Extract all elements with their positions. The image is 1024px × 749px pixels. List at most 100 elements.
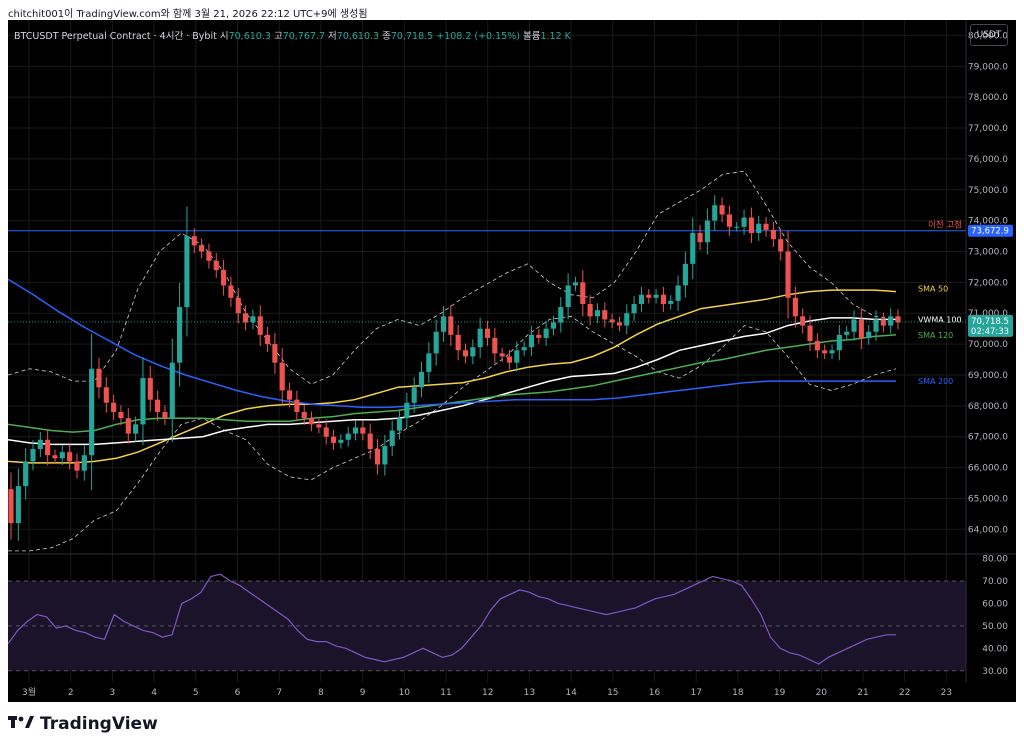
time-tick-label: 2 — [68, 688, 74, 698]
high-label: 고 — [273, 31, 283, 42]
open-value: 70,610.3 — [228, 31, 271, 42]
candle-body — [748, 217, 754, 233]
time-tick-label: 21 — [857, 688, 868, 698]
candle-body — [858, 319, 864, 338]
candle-body — [616, 322, 623, 326]
candle-body — [704, 220, 710, 243]
candle-body — [675, 285, 681, 301]
candle-body — [594, 310, 601, 317]
candle-body — [558, 307, 564, 323]
time-tick-label: 6 — [235, 688, 241, 698]
time-tick-label: 19 — [774, 688, 786, 698]
candle-body — [851, 319, 857, 332]
candle-body — [800, 316, 806, 326]
candle-body — [895, 316, 901, 323]
candle-body — [316, 424, 322, 428]
candle-body — [609, 319, 615, 323]
candle-body — [103, 387, 109, 403]
rsi-tick-label: 30.00 — [982, 667, 1008, 677]
overlay-label: SMA 50 — [918, 285, 948, 294]
candle-body — [389, 430, 395, 446]
candle-body — [785, 251, 791, 298]
candle-body — [345, 433, 351, 440]
candle-body — [448, 316, 454, 335]
candle-body — [8, 489, 14, 524]
rsi-tick-label: 50.00 — [982, 622, 1008, 632]
countdown-text: 02:47:33 — [971, 327, 1009, 337]
candle-body — [67, 452, 73, 462]
candle-body — [844, 331, 850, 335]
vwma-100-line — [8, 317, 896, 446]
candle-body — [638, 294, 644, 304]
candle-body — [631, 303, 637, 314]
previous-high-tag — [968, 224, 1013, 237]
price-tick-label: 74,000.0 — [968, 217, 1008, 227]
upper-band-line — [8, 170, 897, 385]
candle-body — [118, 412, 124, 419]
candle-body — [682, 263, 688, 286]
price-chart[interactable]: 80,000.0 79,000.0 78,000.0 77,000.0 76,000.0… — [8, 20, 1016, 702]
candle-body — [96, 368, 102, 388]
price-tick-label: 78,000.0 — [968, 93, 1008, 103]
time-tick-label: 5 — [193, 688, 199, 698]
time-tick-label: 14 — [565, 688, 577, 698]
price-tick-label: 64,000.0 — [968, 525, 1008, 535]
currency-button[interactable]: USDT — [970, 24, 1008, 46]
time-tick-label: 12 — [482, 688, 493, 698]
time-tick-label: 9 — [360, 688, 366, 698]
candle-body — [690, 232, 696, 264]
candle-body — [265, 334, 271, 345]
candle-body — [792, 297, 798, 317]
candle-body — [624, 313, 630, 326]
candle-body — [301, 412, 307, 419]
sma-120-line — [8, 334, 897, 433]
candle-body — [426, 353, 432, 372]
brand-logo: TradingView — [8, 714, 158, 734]
time-tick-label: 10 — [399, 688, 411, 698]
time-tick-label: 15 — [607, 688, 618, 698]
candle-body — [741, 217, 747, 227]
symbol-title: BTCUSDT Perpetual Contract · 4시간 · Bybit — [14, 31, 217, 42]
candle-body — [543, 328, 549, 338]
price-tick-label: 67,000.0 — [968, 433, 1008, 443]
candle-body — [778, 239, 784, 252]
candle-body — [528, 334, 535, 348]
candle-body — [367, 433, 373, 450]
previous-high-tag-text: 73,672.9 — [971, 227, 1009, 237]
candle-body — [550, 322, 557, 329]
candle-body — [330, 436, 337, 443]
candle-body — [213, 260, 219, 271]
time-tick-label: 3월 — [22, 686, 36, 698]
candle-body — [888, 316, 894, 326]
candle-body — [228, 285, 234, 298]
candle-body — [770, 229, 776, 240]
time-tick-label: 22 — [899, 688, 910, 698]
time-tick-label: 8 — [318, 688, 324, 698]
overlay-label: VWMA 100 — [918, 315, 962, 324]
candle-body — [162, 412, 168, 419]
candles-group — [8, 195, 901, 541]
candle-body — [580, 282, 586, 304]
current-price-text: 70,718.5 — [971, 317, 1009, 327]
candle-body — [279, 362, 285, 391]
time-tick-label: 11 — [440, 688, 451, 698]
candle-body — [23, 461, 29, 487]
overlay-label: SMA 200 — [918, 377, 953, 386]
candle-body — [660, 294, 666, 304]
candle-body — [323, 427, 329, 437]
candle-body — [221, 270, 227, 286]
candle-body — [433, 331, 439, 354]
candle-body — [147, 378, 153, 400]
candle-body — [133, 424, 139, 434]
symbol-legend: BTCUSDT Perpetual Contract · 4시간 · Bybit… — [14, 28, 571, 42]
candle-body — [829, 350, 835, 354]
price-tick-label: 66,000.0 — [968, 464, 1008, 474]
rsi-tick-label: 60.00 — [982, 599, 1008, 609]
candle-body — [352, 427, 359, 434]
candle-body — [169, 362, 175, 419]
price-tick-label: 75,000.0 — [968, 186, 1008, 196]
open-label: 시 — [219, 31, 229, 42]
low-label: 저 — [328, 31, 337, 42]
candle-body — [250, 316, 256, 323]
time-tick-label: 18 — [732, 688, 744, 698]
